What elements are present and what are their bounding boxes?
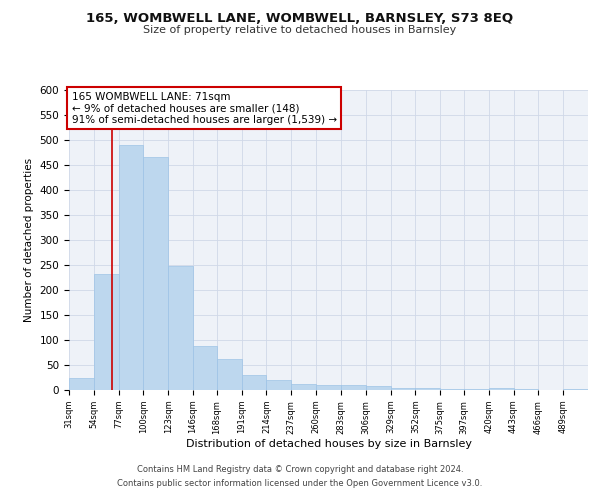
Bar	[415, 388, 440, 390]
Text: Contains public sector information licensed under the Open Government Licence v3: Contains public sector information licen…	[118, 478, 482, 488]
Bar	[266, 380, 291, 390]
Text: 165 WOMBWELL LANE: 71sqm
← 9% of detached houses are smaller (148)
91% of semi-d: 165 WOMBWELL LANE: 71sqm ← 9% of detache…	[71, 92, 337, 124]
Bar	[341, 385, 366, 390]
Bar	[291, 384, 316, 390]
Bar	[217, 358, 242, 390]
Bar	[168, 266, 193, 390]
Bar	[489, 388, 514, 390]
Bar	[440, 388, 464, 390]
Bar	[316, 384, 341, 390]
Bar	[464, 389, 489, 390]
Bar	[242, 375, 266, 390]
Bar	[69, 378, 94, 390]
Bar	[366, 386, 391, 390]
Bar	[143, 156, 168, 390]
Bar	[514, 389, 538, 390]
Bar	[193, 346, 217, 390]
Bar	[94, 274, 119, 390]
Y-axis label: Number of detached properties: Number of detached properties	[24, 158, 34, 322]
Text: 165, WOMBWELL LANE, WOMBWELL, BARNSLEY, S73 8EQ: 165, WOMBWELL LANE, WOMBWELL, BARNSLEY, …	[86, 12, 514, 26]
Text: Contains HM Land Registry data © Crown copyright and database right 2024.: Contains HM Land Registry data © Crown c…	[137, 465, 463, 474]
Bar	[391, 388, 415, 390]
Bar	[563, 389, 588, 390]
X-axis label: Distribution of detached houses by size in Barnsley: Distribution of detached houses by size …	[185, 439, 472, 449]
Bar	[119, 145, 143, 390]
Text: Size of property relative to detached houses in Barnsley: Size of property relative to detached ho…	[143, 25, 457, 35]
